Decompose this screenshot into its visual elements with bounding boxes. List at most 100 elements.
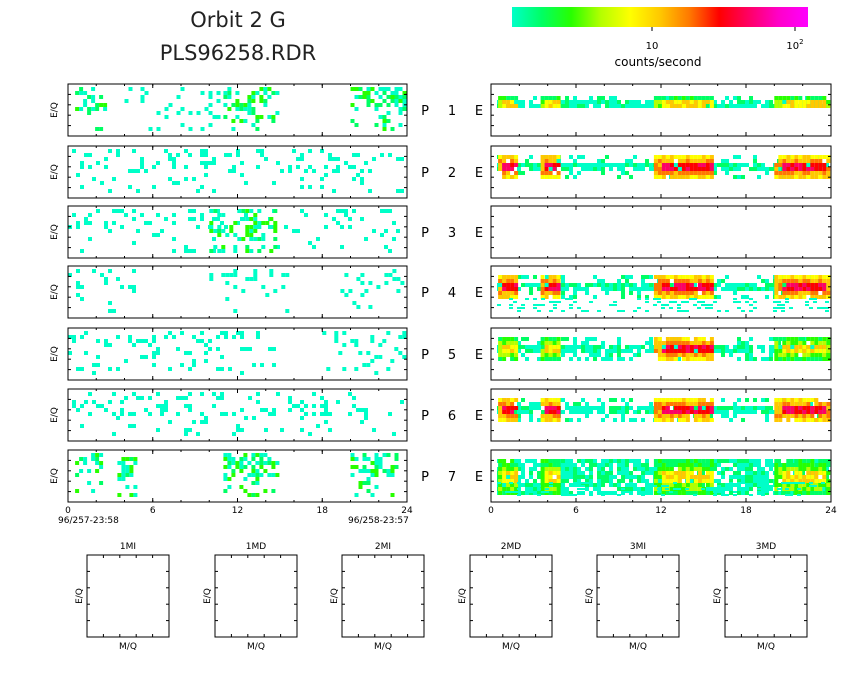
mass-panel-2mi: 2MI M/Q E/Q xyxy=(330,542,425,652)
ylabel: E/Q xyxy=(50,164,60,180)
mass-spectra-panels: 1MI M/Q E/Q 1MD M/Q E/Q 2MI M/Q E/Q 2MD M/Q E/Q 3MI M… xyxy=(75,542,808,652)
row-label-n: 6 xyxy=(448,409,456,424)
mass-panel-xlabel: M/Q xyxy=(247,642,265,652)
mass-panel-ylabel: E/Q xyxy=(75,588,85,604)
right-panel-e7: P 7 E xyxy=(421,449,832,503)
mass-panel-title: 2MI xyxy=(375,542,391,552)
mass-panel-xlabel: M/Q xyxy=(502,642,520,652)
mass-panel-title: 3MD xyxy=(756,542,776,552)
row-label-p: P xyxy=(421,409,429,424)
x-tick-label: 0 xyxy=(65,506,71,516)
right-panel-e4: P 4 E xyxy=(421,265,832,319)
mass-panel-frame xyxy=(341,554,425,638)
right-panel-e3: P 3 E xyxy=(421,205,832,259)
row-label-e: E xyxy=(475,286,483,301)
right-panel-e5: P 5 E xyxy=(421,327,832,381)
mass-panel-frame xyxy=(469,554,553,638)
mass-panel-frame xyxy=(724,554,808,638)
row-label-n: 4 xyxy=(448,286,456,301)
row-label-n: 7 xyxy=(448,470,456,485)
row-label-e: E xyxy=(475,104,483,119)
x-tick-label: 0 xyxy=(488,506,494,516)
colorbar-label: counts/second xyxy=(615,55,702,69)
left-panel-frame xyxy=(67,205,408,259)
row-label-e: E xyxy=(475,470,483,485)
colorbar xyxy=(512,7,808,31)
mass-panel-3mi: 3MI M/Q E/Q xyxy=(585,542,680,652)
mass-panel-xlabel: M/Q xyxy=(119,642,137,652)
ylabel: E/Q xyxy=(50,224,60,240)
time-end-label: 96/258-23:57 xyxy=(348,516,409,526)
mass-panel-ylabel: E/Q xyxy=(203,588,213,604)
mass-panel-frame xyxy=(596,554,680,638)
ylabel: E/Q xyxy=(50,102,60,118)
left-panel-p3: E/Q xyxy=(50,205,408,259)
left-panel-p5: E/Q xyxy=(50,327,408,381)
x-tick-label: 12 xyxy=(655,506,666,516)
mass-panel-1mi: 1MI M/Q E/Q xyxy=(75,542,170,652)
right-panel-e1: P 1 E xyxy=(421,83,832,137)
row-label-n: 5 xyxy=(448,348,456,363)
left-panel-p7: E/Q xyxy=(50,449,408,503)
mass-panel-3md: 3MD M/Q E/Q xyxy=(713,542,808,652)
title-line1: Orbit 2 G xyxy=(190,8,286,32)
spectrogram-panels: E/QE/QE/QE/QE/QE/QE/QP 1 EP 2 EP 3 EP 4 EP 5 EP 6 EP… xyxy=(50,83,837,516)
mass-panel-1md: 1MD M/Q E/Q xyxy=(203,542,298,652)
row-label-n: 1 xyxy=(448,104,456,119)
row-label-p: P xyxy=(421,104,429,119)
row-label-p: P xyxy=(421,470,429,485)
right-panel-frame xyxy=(490,83,832,137)
mass-panel-title: 2MD xyxy=(501,542,521,552)
mass-panel-ylabel: E/Q xyxy=(458,588,468,604)
ylabel: E/Q xyxy=(50,284,60,300)
mass-panel-ylabel: E/Q xyxy=(585,588,595,604)
x-tick-label: 18 xyxy=(740,506,752,516)
colorbar-tick-100-exp: 2 xyxy=(799,38,803,46)
ylabel: E/Q xyxy=(50,346,60,362)
ylabel: E/Q xyxy=(50,468,60,484)
mass-panel-xlabel: M/Q xyxy=(757,642,775,652)
row-label-e: E xyxy=(475,166,483,181)
right-panel-e2: P 2 E xyxy=(421,145,832,199)
mass-panel-title: 1MD xyxy=(246,542,266,552)
row-label-e: E xyxy=(475,348,483,363)
row-label-p: P xyxy=(421,226,429,241)
right-panel-e6: P 6 E xyxy=(421,388,832,442)
row-label-n: 3 xyxy=(448,226,456,241)
left-panel-frame xyxy=(67,388,408,442)
x-tick-label: 12 xyxy=(232,506,243,516)
mass-panel-xlabel: M/Q xyxy=(374,642,392,652)
right-panel-frame xyxy=(490,205,832,259)
mass-panel-xlabel: M/Q xyxy=(629,642,647,652)
mass-panel-ylabel: E/Q xyxy=(330,588,340,604)
row-label-p: P xyxy=(421,286,429,301)
colorbar-tick-100-base: 10 xyxy=(786,41,799,52)
row-label-n: 2 xyxy=(448,166,456,181)
x-tick-label: 18 xyxy=(317,506,329,516)
mass-panel-frame xyxy=(86,554,170,638)
mass-panel-title: 1MI xyxy=(120,542,136,552)
x-tick-label: 6 xyxy=(150,506,156,516)
colorbar-tick-10: 10 xyxy=(646,41,659,52)
colorbar-gradient xyxy=(512,7,808,27)
row-label-e: E xyxy=(475,409,483,424)
row-label-p: P xyxy=(421,348,429,363)
left-panel-p2: E/Q xyxy=(50,145,408,199)
mass-panel-ylabel: E/Q xyxy=(713,588,723,604)
x-tick-label: 24 xyxy=(825,506,837,516)
mass-panel-frame xyxy=(214,554,298,638)
left-panel-p4: E/Q xyxy=(50,265,408,319)
mass-panel-2md: 2MD M/Q E/Q xyxy=(458,542,553,652)
x-tick-label: 24 xyxy=(401,506,413,516)
colorbar-tick-100: 102 xyxy=(786,38,803,52)
time-start-label: 96/257-23:58 xyxy=(58,516,119,526)
left-panel-p1: E/Q xyxy=(50,83,408,137)
title-line2: PLS96258.RDR xyxy=(160,41,317,65)
row-label-e: E xyxy=(475,226,483,241)
left-panel-p6: E/Q xyxy=(50,388,408,442)
row-label-p: P xyxy=(421,166,429,181)
left-panel-frame xyxy=(67,265,408,319)
ylabel: E/Q xyxy=(50,407,60,423)
x-tick-label: 6 xyxy=(573,506,579,516)
